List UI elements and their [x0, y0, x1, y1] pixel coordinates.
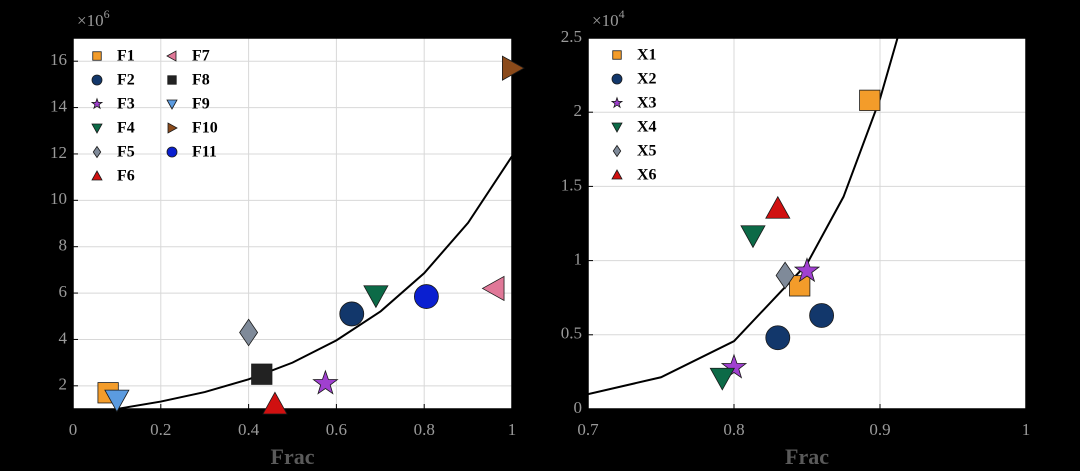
legend-marker [91, 123, 103, 134]
y-multiplier-base: ×10 [592, 11, 619, 30]
data-point [502, 55, 525, 81]
data-point [720, 353, 748, 379]
y-multiplier-exponent: 6 [104, 7, 110, 21]
data-point [104, 389, 130, 413]
legend-label: F1 [117, 48, 135, 65]
data-point [481, 275, 505, 302]
y-multiplier-base: ×10 [77, 11, 104, 30]
x-tick-label: 0 [69, 420, 78, 439]
y-multiplier-exponent: 4 [619, 7, 625, 21]
data-point [765, 195, 791, 219]
legend-marker [612, 50, 622, 60]
plot-area [73, 38, 512, 409]
y-tick-label: 0 [574, 398, 583, 417]
legend-label: X3 [637, 95, 657, 112]
legend-marker [91, 170, 103, 181]
legend-marker [166, 99, 178, 110]
x-tick-label: 0.9 [869, 420, 890, 439]
y-tick-label: 6 [59, 282, 68, 301]
legend-label: F11 [192, 144, 217, 161]
legend-marker [167, 75, 177, 85]
y-tick-label: 4 [59, 328, 68, 347]
data-point [312, 369, 339, 395]
y-tick-label: 2 [59, 375, 68, 394]
data-point [859, 89, 881, 111]
legend-label: F5 [117, 144, 135, 161]
data-point [413, 284, 439, 309]
fit-curve [116, 155, 512, 409]
legend-marker [611, 122, 623, 133]
legend-label: X2 [637, 71, 657, 88]
x-tick-label: 0.8 [414, 420, 435, 439]
plot-area [588, 38, 1026, 409]
legend-label: F8 [192, 72, 210, 89]
y-tick-label: 12 [50, 143, 67, 162]
y-tick-label: 10 [50, 189, 67, 208]
legend-label: X5 [637, 143, 657, 160]
legend-label: F7 [192, 48, 210, 65]
y-tick-label: 0.5 [561, 324, 582, 343]
data-point [809, 303, 834, 328]
y-tick-label: 8 [59, 236, 68, 255]
plot-frame [587, 37, 1027, 410]
legend-marker [610, 96, 624, 109]
legend-label: F6 [117, 168, 135, 185]
legend-marker [611, 73, 623, 85]
x-axis-label: Frac [785, 444, 829, 469]
data-point [239, 318, 259, 347]
x-tick-label: 0.6 [326, 420, 347, 439]
x-axis-label: Frac [271, 444, 315, 469]
y-tick-label: 16 [50, 50, 67, 69]
x-tick-label: 1 [508, 420, 517, 439]
legend-marker [92, 145, 102, 159]
data-point [363, 285, 389, 309]
x-tick-label: 1 [1022, 420, 1031, 439]
y-multiplier: ×104 [592, 7, 625, 30]
legend-label: F10 [192, 120, 218, 137]
legend-marker [612, 144, 622, 158]
y-tick-label: 1.5 [561, 175, 582, 194]
legend-marker [91, 74, 103, 86]
legend-marker [90, 97, 104, 110]
data-point [765, 325, 791, 351]
y-tick-label: 1 [574, 250, 583, 269]
legend-marker [166, 50, 177, 62]
x-tick-label: 0.7 [577, 420, 599, 439]
data-point [251, 363, 273, 385]
data-point [793, 257, 821, 283]
legend-label: F4 [117, 120, 135, 137]
legend-label: X6 [637, 167, 657, 184]
legend-label: F9 [192, 96, 210, 113]
y-multiplier: ×106 [77, 7, 110, 30]
plot-frame [72, 37, 513, 410]
data-point [740, 225, 766, 249]
legend-label: X1 [637, 47, 657, 64]
x-tick-label: 0.8 [723, 420, 744, 439]
data-point [339, 301, 365, 327]
legend-label: F3 [117, 96, 135, 113]
x-tick-label: 0.2 [150, 420, 171, 439]
y-tick-label: 2.5 [561, 27, 582, 46]
y-tick-label: 14 [50, 96, 68, 115]
legend-label: F2 [117, 72, 135, 89]
legend-label: X4 [637, 119, 657, 136]
data-point [789, 275, 811, 297]
legend-marker [166, 146, 178, 158]
legend-marker [167, 122, 178, 134]
y-tick-label: 2 [574, 101, 583, 120]
data-point [775, 261, 795, 290]
legend-marker [611, 169, 623, 180]
legend-marker [92, 51, 102, 61]
x-tick-label: 0.4 [238, 420, 260, 439]
data-point [262, 391, 288, 415]
data-point [709, 367, 735, 391]
